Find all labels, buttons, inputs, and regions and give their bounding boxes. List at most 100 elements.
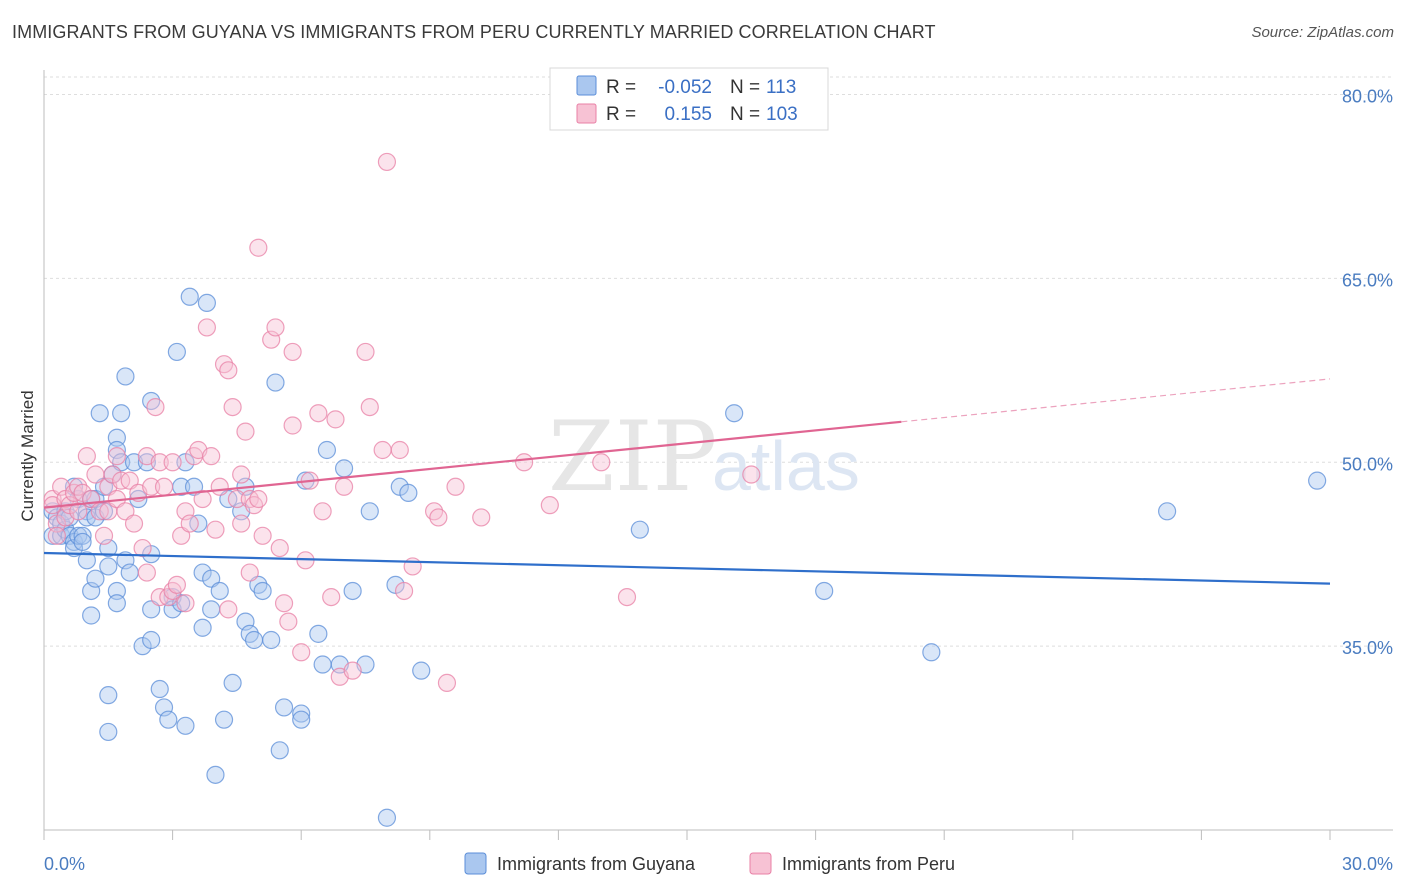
- x-tick-labels: 0.0% 30.0%: [44, 854, 1393, 874]
- chart-title: IMMIGRANTS FROM GUYANA VS IMMIGRANTS FRO…: [12, 22, 936, 42]
- data-point: [313, 502, 332, 521]
- data-point: [210, 477, 229, 496]
- data-point: [163, 453, 182, 472]
- data-point: [107, 447, 126, 466]
- axes: [43, 70, 1393, 840]
- data-point: [116, 367, 135, 386]
- data-point: [343, 661, 362, 680]
- data-point: [232, 514, 251, 533]
- data-point: [356, 342, 375, 362]
- data-point: [133, 538, 152, 558]
- data-point: [922, 643, 941, 662]
- data-point: [630, 520, 649, 539]
- data-point: [244, 630, 264, 650]
- data-point: [283, 342, 302, 362]
- data-point: [446, 477, 465, 496]
- legend-n-value-peru: 103: [766, 104, 798, 125]
- data-point: [262, 630, 281, 650]
- data-point: [86, 465, 105, 484]
- trend-line: [43, 551, 1331, 585]
- data-point: [292, 704, 311, 723]
- series-legend: Immigrants from Guyana Immigrants from P…: [464, 852, 955, 875]
- data-point: [223, 673, 242, 693]
- data-point: [69, 502, 88, 521]
- data-point: [249, 238, 268, 257]
- data-point: [99, 686, 118, 705]
- data-point: [236, 422, 255, 441]
- data-point: [202, 569, 221, 588]
- data-point: [214, 710, 234, 729]
- data-point: [197, 293, 216, 313]
- data-point: [150, 453, 169, 472]
- data-point: [172, 526, 191, 545]
- data-point: [137, 563, 156, 582]
- data-point: [146, 397, 165, 417]
- data-point: [309, 624, 328, 643]
- data-point: [437, 673, 457, 693]
- data-point: [150, 679, 169, 699]
- data-point: [515, 453, 534, 472]
- data-point: [202, 600, 221, 619]
- data-point: [334, 459, 354, 478]
- series-peru-points: [43, 152, 761, 693]
- data-point: [116, 502, 135, 521]
- data-point: [47, 526, 66, 545]
- data-point: [592, 453, 611, 472]
- data-point: [142, 477, 161, 496]
- data-point: [219, 600, 238, 619]
- legend-r-label-peru: R =: [606, 104, 636, 125]
- y-tick-labels: 35.0% 50.0% 65.0% 80.0%: [1342, 87, 1393, 659]
- y-tick-label: 65.0%: [1342, 270, 1393, 290]
- data-point: [403, 557, 422, 576]
- x-tick-label: 0.0%: [44, 854, 85, 874]
- data-point: [253, 526, 272, 545]
- data-point: [292, 643, 311, 662]
- data-point: [390, 440, 409, 460]
- data-point: [120, 563, 139, 582]
- data-point: [313, 655, 332, 674]
- data-point: [334, 477, 354, 496]
- data-point: [142, 630, 161, 650]
- legend-n-label-guyana: N =: [730, 77, 760, 98]
- data-point: [176, 716, 195, 735]
- data-point: [210, 581, 229, 601]
- data-point: [206, 520, 225, 539]
- data-point: [223, 397, 242, 417]
- y-tick-label: 50.0%: [1342, 454, 1393, 474]
- data-point: [343, 581, 362, 601]
- data-point: [206, 765, 225, 784]
- data-point: [154, 477, 174, 496]
- data-point: [279, 612, 298, 631]
- watermark-zip: ZIP: [548, 401, 717, 513]
- data-point: [137, 453, 156, 472]
- data-point: [742, 465, 761, 484]
- legend-n-value-guyana: 113: [766, 77, 796, 98]
- data-point: [322, 587, 341, 607]
- data-point: [292, 710, 311, 729]
- data-point: [317, 440, 337, 460]
- data-point: [266, 318, 285, 337]
- data-point: [309, 404, 328, 423]
- data-point: [94, 502, 114, 521]
- watermark-atlas: atlas: [712, 427, 860, 505]
- data-point: [73, 532, 92, 552]
- data-point: [1158, 502, 1177, 521]
- data-point: [274, 594, 294, 613]
- data-point: [180, 514, 199, 533]
- data-point: [193, 489, 212, 509]
- source-label: Source: ZipAtlas.com: [1251, 24, 1394, 41]
- data-point: [159, 710, 178, 729]
- data-point: [120, 471, 139, 490]
- data-point: [360, 397, 379, 417]
- data-point: [815, 581, 834, 601]
- data-point: [112, 404, 131, 423]
- data-point: [249, 489, 268, 509]
- legend-r-label-guyana: R =: [606, 77, 636, 98]
- legend-r-value-guyana: -0.052: [658, 77, 712, 98]
- data-point: [167, 575, 186, 594]
- data-point: [283, 416, 302, 435]
- trend-lines: [43, 378, 1331, 585]
- data-point: [377, 808, 397, 827]
- legend-n-label-peru: N =: [730, 104, 760, 125]
- series-legend-label-peru: Immigrants from Peru: [782, 854, 955, 874]
